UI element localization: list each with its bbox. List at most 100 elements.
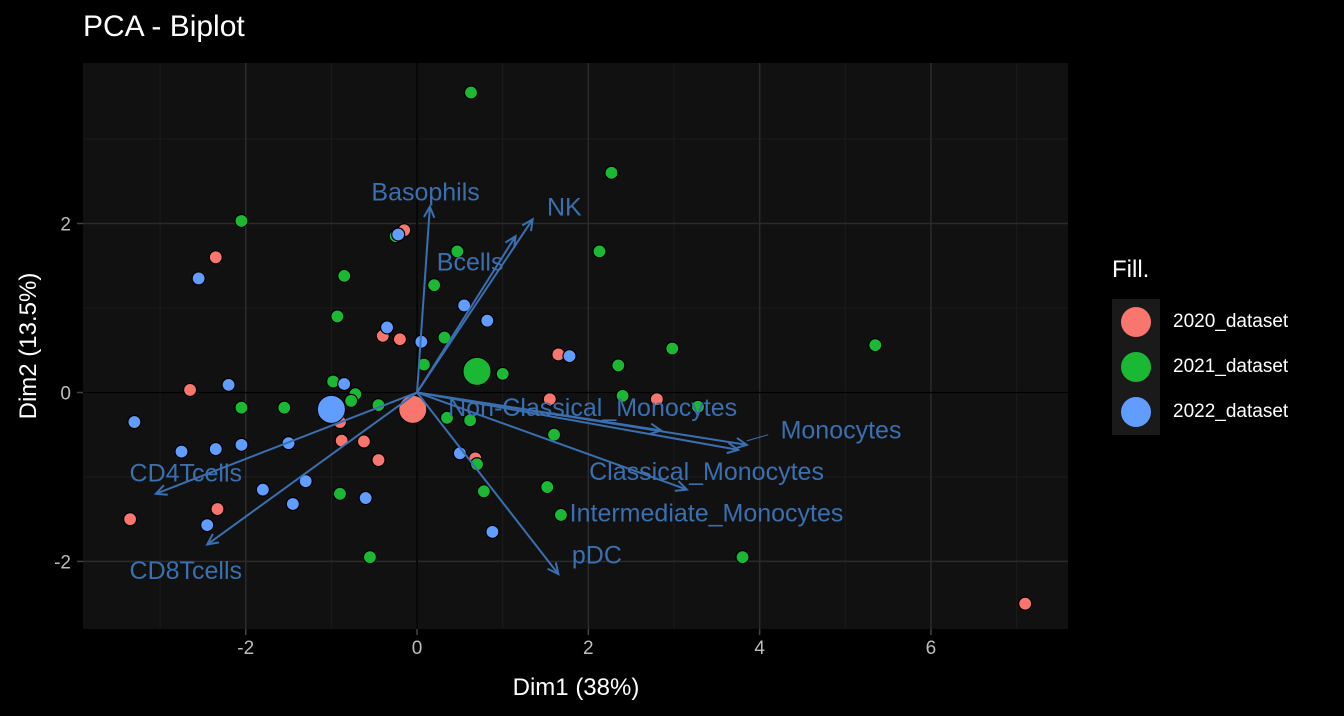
data-points xyxy=(123,85,1033,611)
data-point xyxy=(427,278,442,293)
legend-item-2020: 2020_dataset xyxy=(1112,299,1288,345)
loading-arrowhead xyxy=(504,234,517,249)
label-connector xyxy=(746,434,769,442)
data-point xyxy=(334,433,349,448)
data-point xyxy=(234,213,249,229)
data-point xyxy=(210,501,225,517)
data-point xyxy=(371,452,386,468)
loading-arrowhead xyxy=(674,480,690,492)
data-point xyxy=(343,393,359,409)
data-point xyxy=(649,392,664,407)
data-point xyxy=(540,479,555,495)
legend-swatch-2020 xyxy=(1121,307,1151,337)
legend-keys: 2020_dataset 2021_dataset 2022_dataset xyxy=(1112,299,1288,435)
data-point xyxy=(255,482,270,497)
data-point xyxy=(1018,596,1033,611)
loading-arrow xyxy=(416,391,688,491)
data-point xyxy=(463,413,478,428)
y-tick-label: 0 xyxy=(60,383,71,404)
data-point xyxy=(285,496,300,512)
data-point xyxy=(337,376,352,392)
data-point xyxy=(439,410,455,425)
loading-label: Monocytes xyxy=(781,417,902,445)
legend-title: Fill. xyxy=(1112,256,1150,283)
loading-label: Non-Classical_Monocytes xyxy=(448,394,737,422)
loading-label: CD4Tcells xyxy=(130,460,243,488)
data-point xyxy=(542,392,557,407)
x-tick-label: 2 xyxy=(583,638,594,659)
loading-arrowhead xyxy=(726,442,741,455)
y-axis-title: Dim2 (13.5%) xyxy=(15,273,42,420)
plot-panel xyxy=(83,63,1068,629)
data-point xyxy=(480,313,495,328)
data-point xyxy=(362,550,378,565)
chart-title: PCA - Biplot xyxy=(83,10,245,43)
loading-label: Classical_Monocytes xyxy=(589,458,824,486)
legend-label-2020: 2020_dataset xyxy=(1173,311,1289,332)
data-point xyxy=(416,357,431,372)
data-point xyxy=(476,484,491,499)
group-centroid xyxy=(316,394,346,424)
data-point xyxy=(562,349,577,364)
legend-item-2021: 2021_dataset xyxy=(1112,344,1288,390)
data-point xyxy=(485,524,500,539)
data-point xyxy=(379,320,395,335)
data-point xyxy=(234,437,249,452)
loading-arrowhead xyxy=(153,484,168,496)
x-tick-label: 6 xyxy=(926,638,937,659)
x-tick-label: 0 xyxy=(412,638,423,659)
data-point xyxy=(553,507,569,523)
data-point xyxy=(191,271,206,286)
loading-arrow xyxy=(155,391,418,495)
axis-ticks: -2 0 2 4 6 -2 0 2 xyxy=(54,215,936,659)
loading-arrowhead xyxy=(521,217,534,232)
data-point xyxy=(611,358,626,373)
data-point xyxy=(298,474,313,489)
data-point xyxy=(665,341,680,356)
x-axis-title: Dim1 (38%) xyxy=(513,674,640,701)
legend: Fill. 2020_dataset 2021_dataset 2022_dat… xyxy=(1112,256,1288,435)
data-point xyxy=(127,414,142,430)
x-tick-label: -2 xyxy=(237,638,254,659)
loading-arrow xyxy=(416,206,431,393)
data-point xyxy=(332,486,348,501)
loading-labels: Basophils NK Bcells Non-Classical_Monocytes… xyxy=(130,178,902,584)
data-point xyxy=(391,227,406,242)
y-tick-label: 2 xyxy=(60,215,71,236)
loading-arrowhead xyxy=(205,533,220,546)
legend-item-2022: 2022_dataset xyxy=(1112,389,1288,435)
legend-label-2021: 2021_dataset xyxy=(1173,356,1289,377)
data-point xyxy=(592,244,607,259)
loading-arrow xyxy=(416,391,560,575)
loading-label: NK xyxy=(547,194,582,222)
data-point xyxy=(457,298,472,313)
data-point xyxy=(182,382,198,398)
data-point xyxy=(615,388,630,403)
data-point xyxy=(868,338,883,353)
loading-label: CD8Tcells xyxy=(130,557,243,585)
data-point xyxy=(337,268,352,283)
data-point xyxy=(208,250,223,265)
data-point xyxy=(277,400,292,415)
loading-arrow xyxy=(416,391,739,451)
loading-arrows xyxy=(153,204,769,576)
data-point xyxy=(604,165,619,180)
data-point xyxy=(450,244,465,259)
data-point xyxy=(463,85,479,100)
loading-arrowhead xyxy=(423,204,436,219)
data-point xyxy=(200,517,215,533)
data-point xyxy=(221,377,236,392)
data-point xyxy=(392,332,408,347)
loading-label: Intermediate_Monocytes xyxy=(570,499,844,527)
loading-arrowhead xyxy=(547,562,560,576)
data-point xyxy=(208,441,223,457)
loading-label: Basophils xyxy=(371,178,479,206)
data-point xyxy=(330,309,345,324)
legend-swatch-2021 xyxy=(1121,352,1151,382)
loading-arrowhead xyxy=(735,437,750,450)
data-point xyxy=(356,434,372,449)
loading-label: Bcells xyxy=(437,249,504,277)
y-tick-label: -2 xyxy=(54,552,71,573)
data-point xyxy=(735,550,750,565)
loading-arrow xyxy=(206,391,418,546)
